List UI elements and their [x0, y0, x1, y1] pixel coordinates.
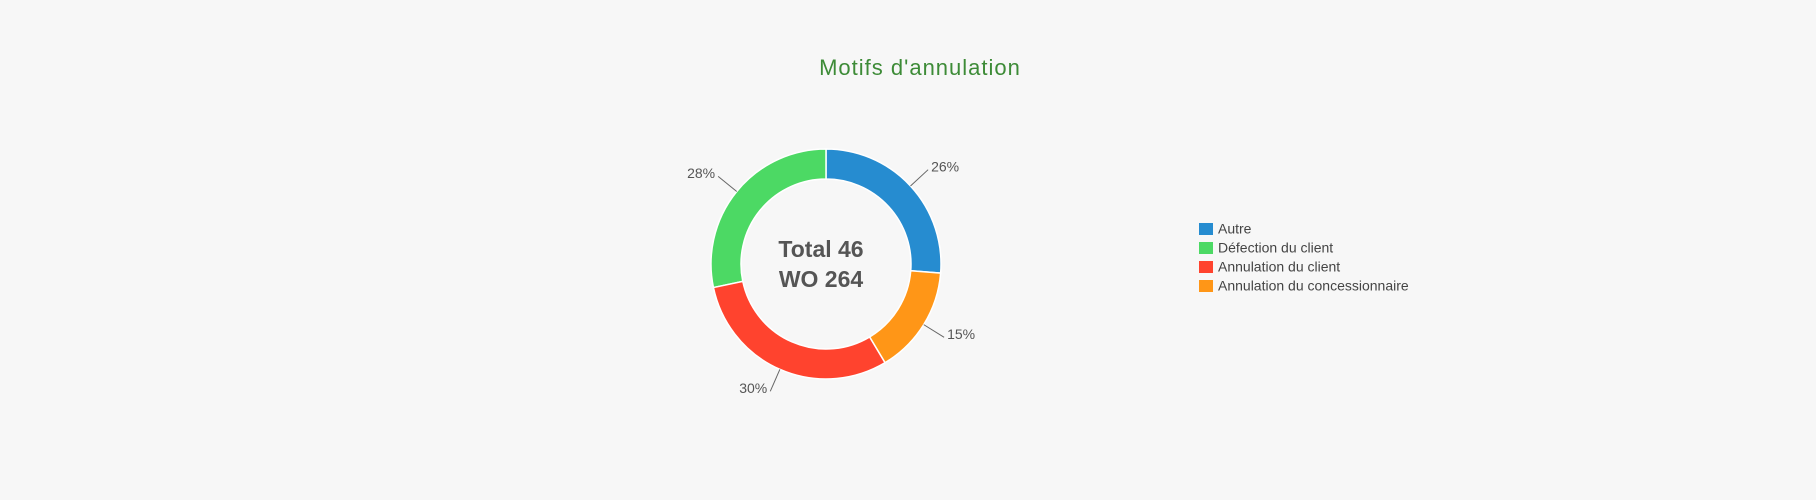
legend-label: Annulation du client [1218, 259, 1340, 275]
donut-slice [868, 269, 942, 364]
legend-label: Défection du client [1218, 240, 1333, 256]
leader-line [910, 169, 929, 187]
center-text: Total 46 [778, 236, 863, 262]
leader-line [769, 369, 781, 392]
legend-swatch [1199, 242, 1213, 254]
leader-line [923, 324, 945, 338]
donut-slice [710, 148, 827, 289]
value-label: 30% [739, 380, 767, 396]
donut-slice [712, 280, 887, 380]
value-label: 28% [687, 165, 715, 181]
value-label: 26% [931, 158, 959, 174]
legend-label: Autre [1218, 221, 1252, 237]
leader-line [717, 175, 738, 192]
legend-swatch [1199, 223, 1213, 235]
legend-swatch [1199, 261, 1213, 273]
value-label: 15% [947, 326, 975, 342]
legend-label: Annulation du concessionnaire [1218, 278, 1409, 294]
legend-swatch [1199, 280, 1213, 292]
chart-title: Motifs d'annulation [819, 55, 1021, 80]
center-text: WO 264 [779, 266, 864, 292]
